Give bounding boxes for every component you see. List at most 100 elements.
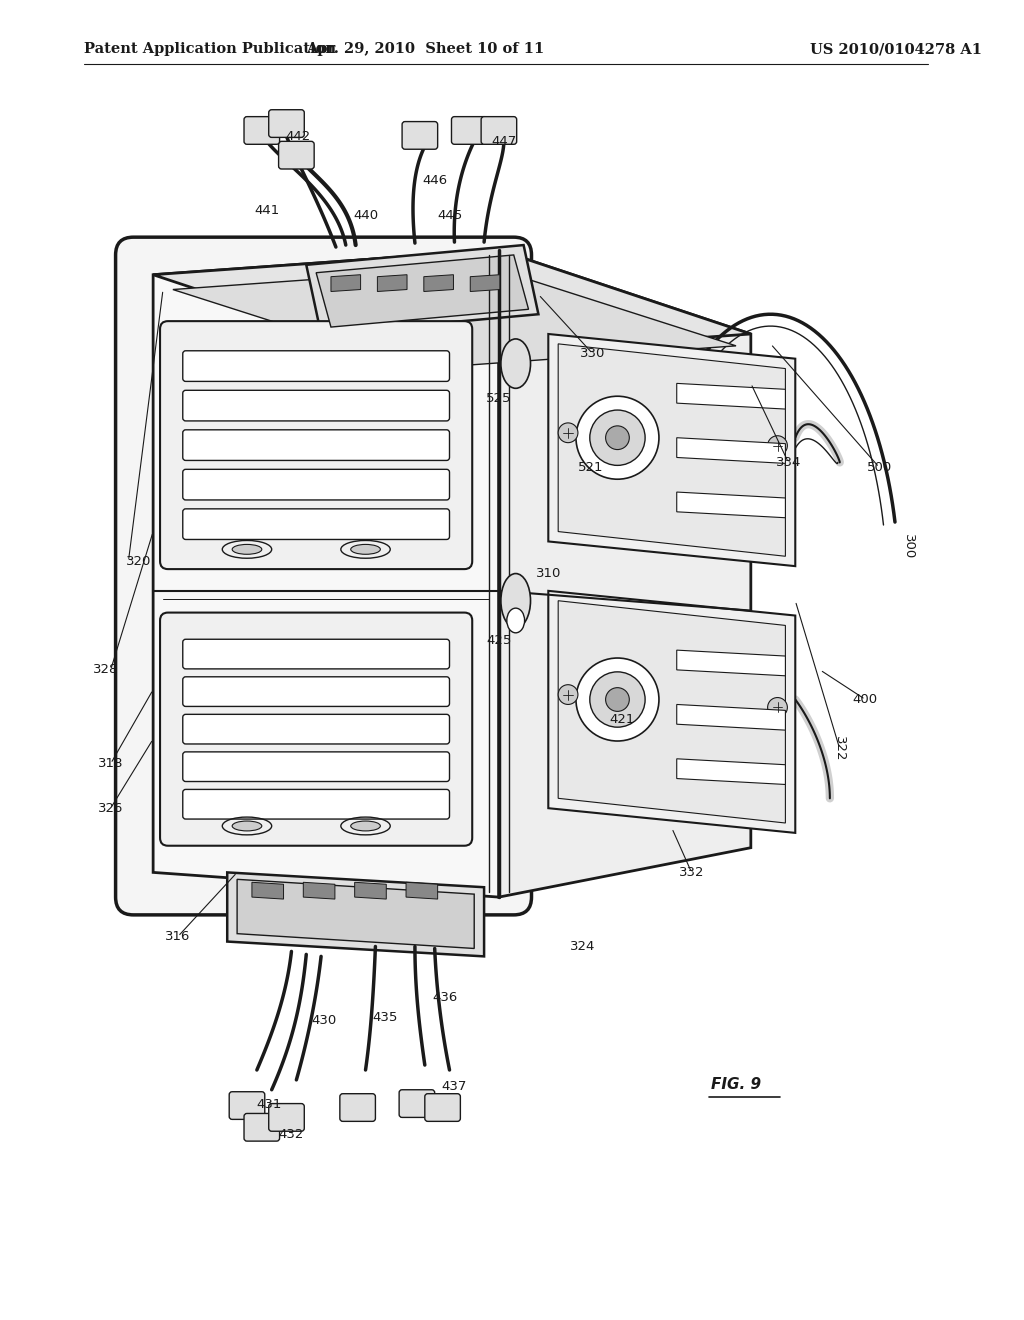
Ellipse shape — [507, 609, 524, 632]
FancyBboxPatch shape — [340, 1094, 376, 1122]
Text: 326: 326 — [98, 801, 123, 814]
FancyBboxPatch shape — [268, 110, 304, 137]
Text: 320: 320 — [126, 554, 151, 568]
Text: 445: 445 — [437, 209, 462, 222]
Text: 436: 436 — [432, 991, 457, 1005]
FancyBboxPatch shape — [229, 1092, 265, 1119]
Text: 500: 500 — [866, 461, 892, 474]
Text: 447: 447 — [492, 135, 516, 148]
Text: 316: 316 — [165, 931, 190, 942]
FancyBboxPatch shape — [160, 612, 472, 846]
Ellipse shape — [232, 544, 262, 554]
Text: 435: 435 — [373, 1011, 398, 1024]
Polygon shape — [378, 275, 407, 292]
Polygon shape — [558, 345, 785, 556]
Circle shape — [605, 688, 630, 711]
Polygon shape — [677, 759, 785, 784]
Text: 334: 334 — [776, 455, 801, 469]
Polygon shape — [227, 873, 484, 957]
Polygon shape — [558, 601, 785, 822]
FancyBboxPatch shape — [182, 508, 450, 540]
FancyBboxPatch shape — [182, 714, 450, 744]
Polygon shape — [677, 438, 785, 463]
Polygon shape — [154, 249, 499, 898]
Text: 446: 446 — [422, 174, 447, 187]
Text: 430: 430 — [311, 1014, 337, 1027]
Text: FIG. 9: FIG. 9 — [712, 1077, 762, 1093]
FancyBboxPatch shape — [182, 789, 450, 818]
Text: 300: 300 — [902, 533, 915, 558]
Polygon shape — [173, 267, 736, 368]
FancyBboxPatch shape — [182, 752, 450, 781]
Circle shape — [558, 685, 578, 705]
Circle shape — [575, 659, 659, 741]
Circle shape — [590, 672, 645, 727]
Circle shape — [558, 422, 578, 442]
Polygon shape — [470, 275, 500, 292]
FancyBboxPatch shape — [116, 238, 531, 915]
Text: 440: 440 — [353, 209, 378, 222]
FancyBboxPatch shape — [182, 639, 450, 669]
Polygon shape — [548, 591, 796, 833]
Circle shape — [768, 436, 787, 455]
Ellipse shape — [232, 821, 262, 830]
Text: 425: 425 — [486, 634, 512, 647]
Text: 330: 330 — [580, 347, 605, 360]
Text: 328: 328 — [93, 664, 119, 676]
Text: 400: 400 — [853, 693, 878, 706]
Polygon shape — [677, 383, 785, 409]
Ellipse shape — [350, 544, 380, 554]
Polygon shape — [677, 705, 785, 730]
FancyBboxPatch shape — [182, 677, 450, 706]
Text: Apr. 29, 2010  Sheet 10 of 11: Apr. 29, 2010 Sheet 10 of 11 — [306, 42, 544, 57]
FancyBboxPatch shape — [182, 470, 450, 500]
Text: 318: 318 — [98, 758, 123, 771]
Text: 437: 437 — [441, 1080, 467, 1093]
Text: 310: 310 — [536, 566, 561, 579]
FancyBboxPatch shape — [399, 1090, 435, 1118]
Circle shape — [590, 411, 645, 466]
FancyBboxPatch shape — [481, 116, 517, 144]
Polygon shape — [306, 246, 539, 334]
Polygon shape — [252, 882, 284, 899]
FancyBboxPatch shape — [160, 321, 472, 569]
Ellipse shape — [501, 574, 530, 628]
FancyBboxPatch shape — [182, 391, 450, 421]
Polygon shape — [424, 275, 454, 292]
FancyBboxPatch shape — [268, 1104, 304, 1131]
Text: 442: 442 — [286, 129, 311, 143]
FancyBboxPatch shape — [182, 351, 450, 381]
FancyBboxPatch shape — [244, 116, 280, 144]
Polygon shape — [303, 882, 335, 899]
Text: 441: 441 — [254, 205, 280, 216]
Polygon shape — [354, 882, 386, 899]
Text: 432: 432 — [279, 1127, 304, 1140]
Text: 332: 332 — [679, 866, 705, 879]
FancyBboxPatch shape — [279, 141, 314, 169]
Text: 421: 421 — [609, 713, 635, 726]
Circle shape — [605, 426, 630, 450]
Circle shape — [768, 697, 787, 717]
Polygon shape — [499, 249, 751, 898]
FancyBboxPatch shape — [402, 121, 437, 149]
Text: 521: 521 — [578, 461, 603, 474]
Polygon shape — [548, 334, 796, 566]
FancyBboxPatch shape — [244, 1114, 280, 1140]
Text: 324: 324 — [570, 940, 596, 953]
FancyBboxPatch shape — [452, 116, 487, 144]
Text: 525: 525 — [486, 392, 512, 405]
Circle shape — [575, 396, 659, 479]
Ellipse shape — [501, 339, 530, 388]
Polygon shape — [407, 882, 437, 899]
Polygon shape — [154, 249, 751, 359]
Ellipse shape — [350, 821, 380, 830]
Polygon shape — [238, 879, 474, 949]
Text: US 2010/0104278 A1: US 2010/0104278 A1 — [810, 42, 982, 57]
Polygon shape — [677, 492, 785, 517]
Polygon shape — [331, 275, 360, 292]
Text: Patent Application Publication: Patent Application Publication — [84, 42, 336, 57]
Text: 322: 322 — [834, 737, 846, 762]
Text: 431: 431 — [256, 1098, 282, 1111]
FancyBboxPatch shape — [182, 430, 450, 461]
Polygon shape — [316, 255, 528, 327]
